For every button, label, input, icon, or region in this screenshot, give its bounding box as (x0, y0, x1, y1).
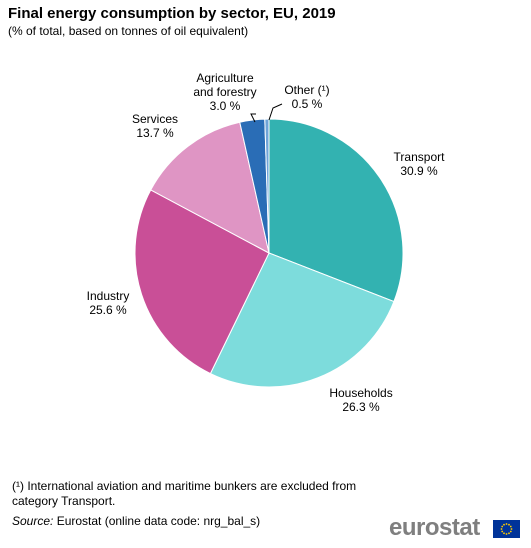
slice-label-services: Services 13.7 % (132, 112, 178, 140)
source-note: Source: Eurostat (online data code: nrg_… (12, 514, 260, 528)
logo-wordmark: eurostat (389, 514, 480, 541)
slice-label-agriculture-and-forestry: Agriculture and forestry 3.0 % (193, 71, 256, 113)
leader-line (250, 113, 256, 123)
source-text: Eurostat (online data code: nrg_bal_s) (53, 514, 261, 528)
chart-subtitle: (% of total, based on tonnes of oil equi… (8, 24, 249, 38)
leader-line (268, 103, 283, 121)
slice-label-other: Other (¹) 0.5 % (284, 83, 329, 111)
slice-label-households: Households 26.3 % (329, 386, 392, 414)
pie-slice-services (150, 121, 270, 254)
source-prefix: Source: (12, 514, 54, 528)
pie-slice-transport (268, 118, 404, 303)
pie-slice-households (209, 252, 395, 388)
slice-label-industry: Industry 25.6 % (87, 289, 130, 317)
pie-slice-industry (134, 189, 270, 375)
chart-title: Final energy consumption by sector, EU, … (8, 5, 336, 22)
eu-flag-icon (493, 520, 520, 538)
footnote: (¹) International aviation and maritime … (12, 479, 357, 508)
slice-label-transport: Transport 30.9 % (394, 150, 446, 178)
